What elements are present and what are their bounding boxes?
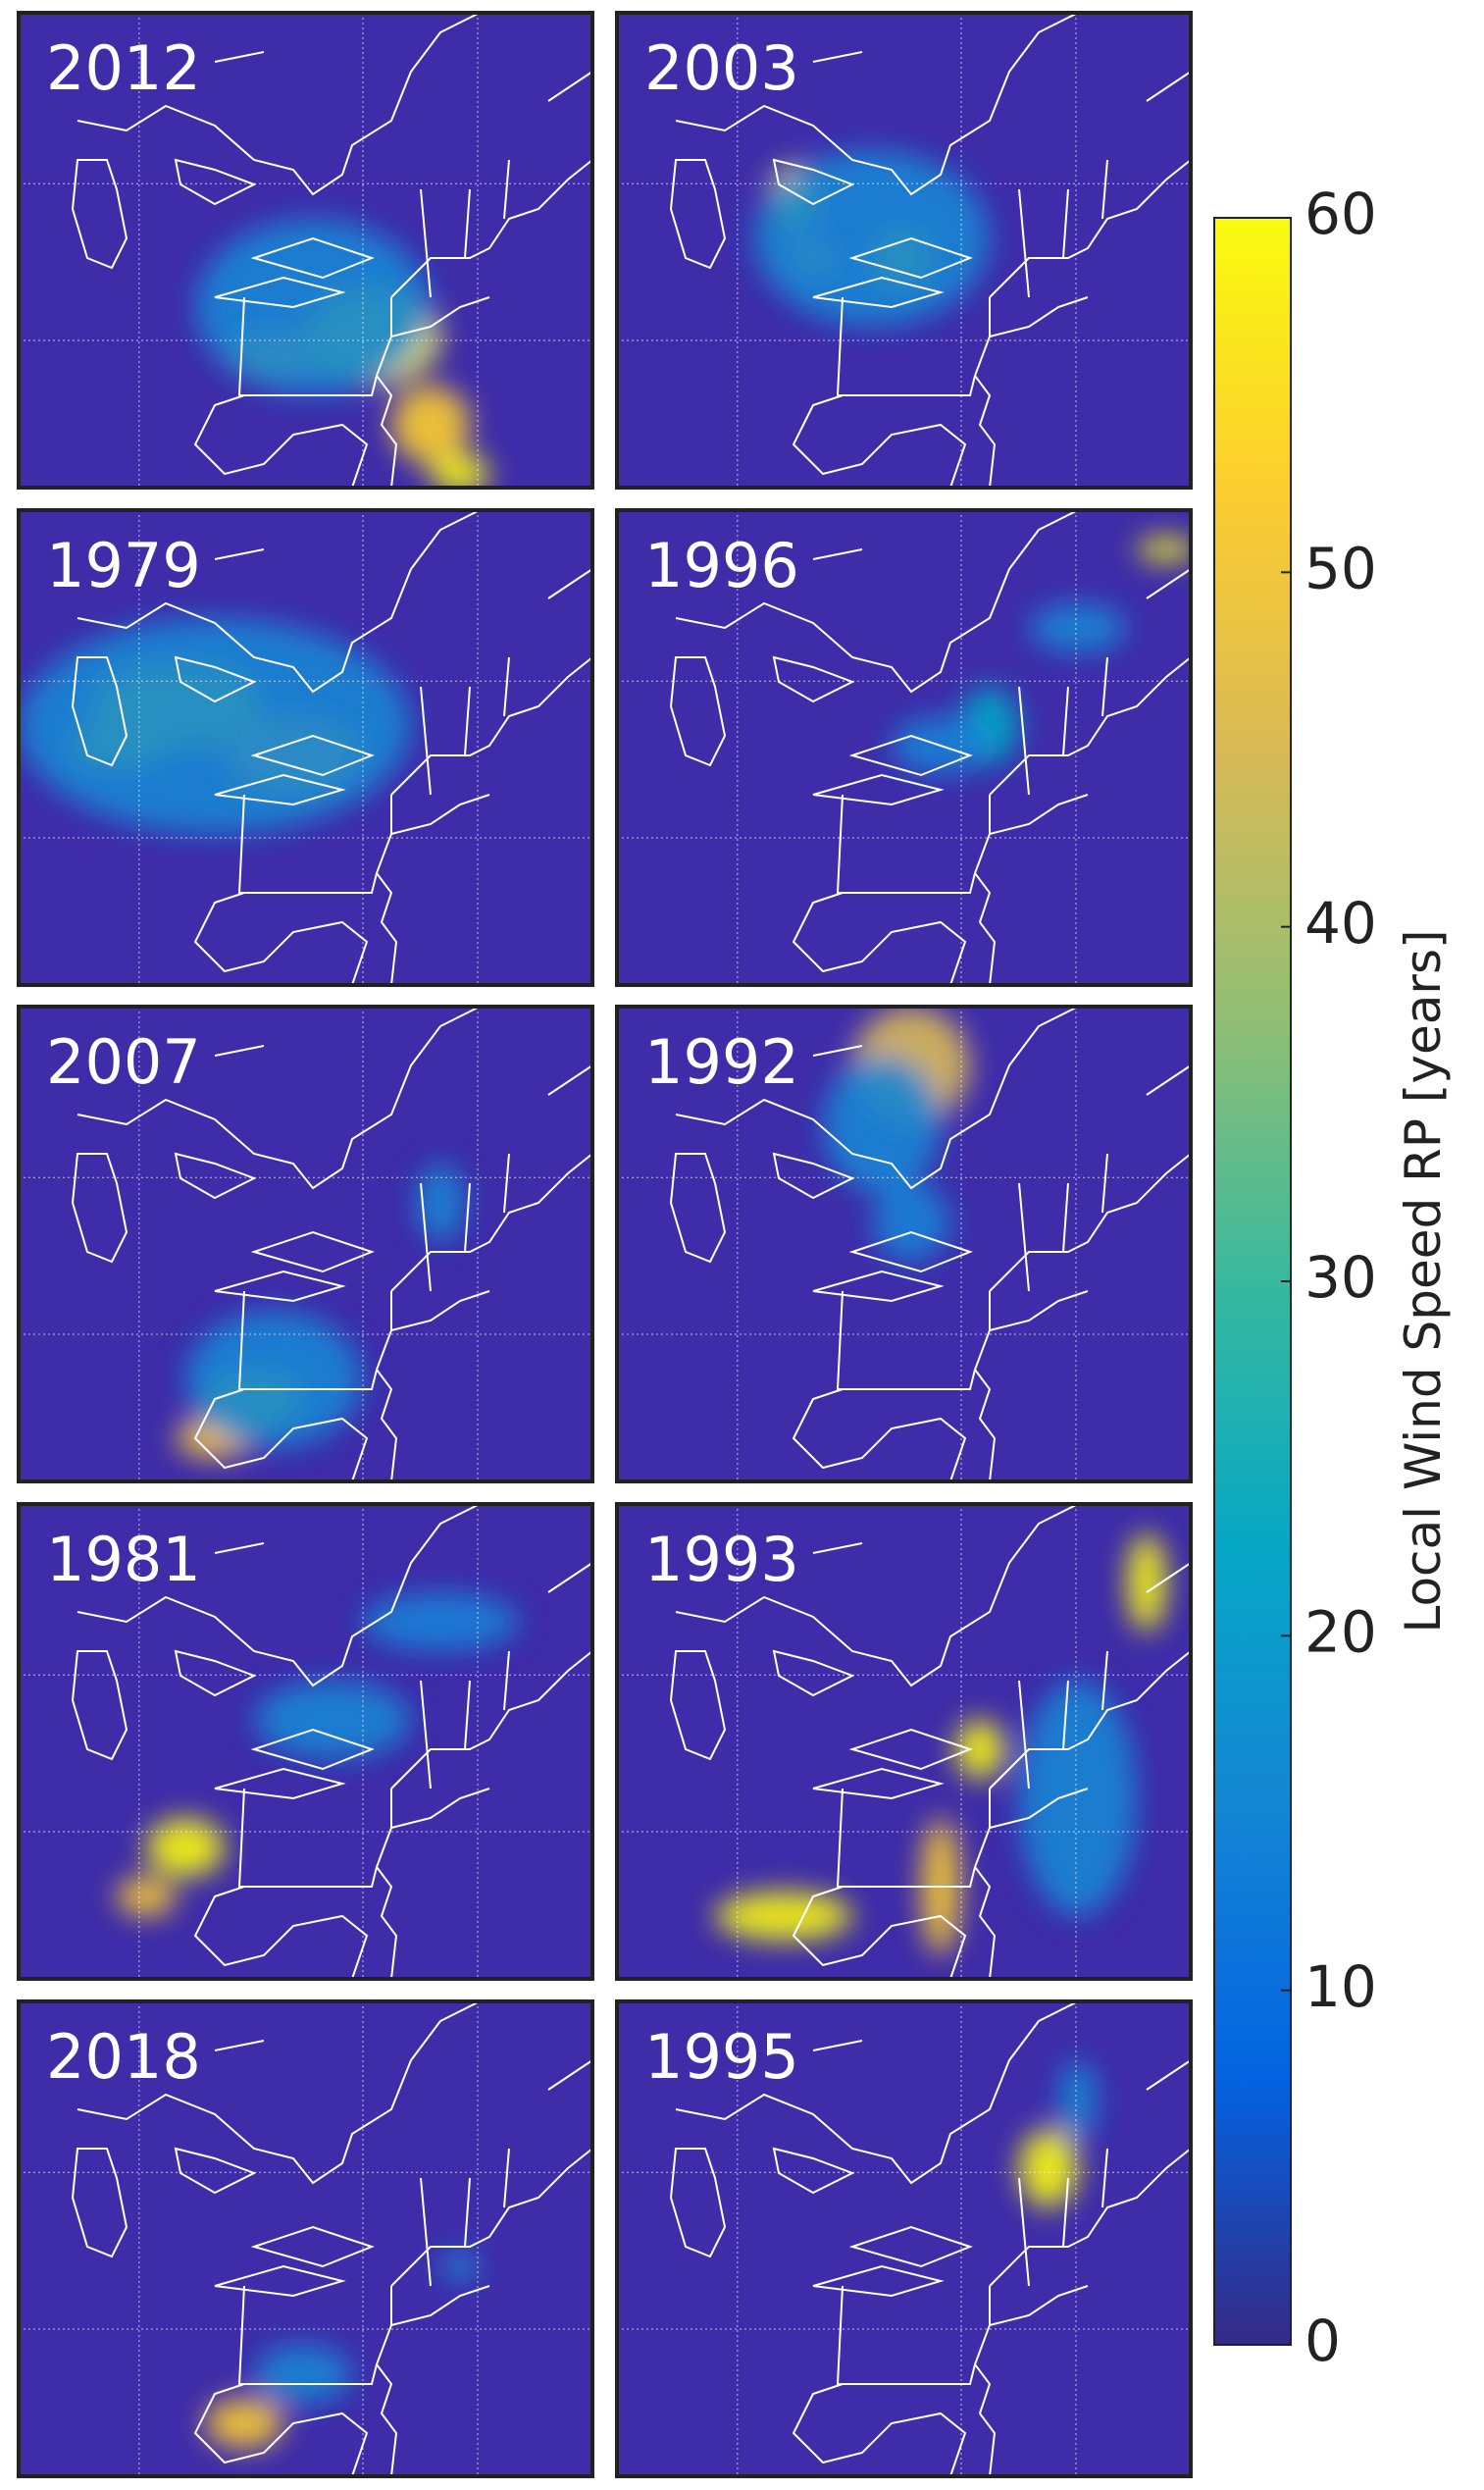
hot-spots xyxy=(754,150,990,327)
hot-spot xyxy=(1019,2129,1078,2207)
hot-spot xyxy=(440,2252,480,2281)
map-panel: 2003 xyxy=(615,11,1193,490)
colorbar-tick-label: 0 xyxy=(1305,2308,1341,2374)
panel-title: 1979 xyxy=(46,530,201,601)
hot-spots xyxy=(176,1164,465,1458)
hot-spot xyxy=(431,454,489,488)
colorbar-label: Local Wind Speed RP [years] xyxy=(1395,929,1452,1633)
hot-spot xyxy=(117,1877,176,1916)
hot-spot xyxy=(416,1164,465,1242)
map-panel: 2012 xyxy=(17,11,594,490)
panel-title: 1996 xyxy=(644,530,799,601)
panel-title: 2012 xyxy=(46,32,201,104)
hot-spot xyxy=(1019,1681,1137,1916)
panel-title: 1995 xyxy=(644,2021,799,2093)
map-panel: 1979 xyxy=(17,508,594,987)
hot-spot xyxy=(362,1592,519,1651)
hot-spot xyxy=(955,1720,1004,1779)
hot-spot xyxy=(254,1681,411,1759)
panel-frame xyxy=(615,11,1193,490)
panel-frame xyxy=(17,508,594,987)
colorbar-tick-label: 20 xyxy=(1305,1598,1377,1665)
panel-frame xyxy=(17,1999,594,2478)
panel-frame xyxy=(615,1005,1193,1483)
panel-frame xyxy=(615,508,1193,987)
hot-spots xyxy=(117,1592,519,1916)
hot-spots xyxy=(205,2252,480,2448)
panel-frame xyxy=(17,1502,594,1981)
colorbar-tick-label: 60 xyxy=(1305,181,1377,247)
panel-title: 1981 xyxy=(46,1524,201,1595)
panel-frame xyxy=(17,1005,594,1483)
map-panel: 1996 xyxy=(615,508,1193,987)
colorbar-tick-label: 50 xyxy=(1305,535,1377,601)
hot-spot xyxy=(19,618,411,834)
hot-spot xyxy=(1137,538,1191,561)
map-panel: 1993 xyxy=(615,1502,1193,1981)
colorbar-tick-label: 40 xyxy=(1305,890,1377,957)
colorbar-tick-label: 30 xyxy=(1305,1244,1377,1311)
hot-spot xyxy=(715,1892,852,1941)
colorbar xyxy=(1213,217,1292,2346)
map-panel: 1981 xyxy=(17,1502,594,1981)
hot-spot xyxy=(754,150,990,327)
hot-spot xyxy=(146,1818,225,1877)
panel-title: 2007 xyxy=(46,1026,201,1098)
hot-spots xyxy=(19,618,411,834)
hot-spot xyxy=(254,2345,352,2404)
colorbar-tick-label: 10 xyxy=(1305,1953,1377,2020)
panel-frame xyxy=(615,1999,1193,2478)
panel-title: 2018 xyxy=(46,2021,201,2093)
panel-title: 2003 xyxy=(644,32,799,104)
hot-spots xyxy=(823,1007,970,1262)
panel-frame xyxy=(17,11,594,490)
map-panel: 2007 xyxy=(17,1005,594,1483)
panel-frame xyxy=(615,1502,1193,1981)
hot-spots xyxy=(195,219,489,488)
map-panel: 1995 xyxy=(615,1999,1193,2478)
hot-spots xyxy=(715,1533,1166,1955)
map-panel: 2018 xyxy=(17,1999,594,2478)
hot-spot xyxy=(872,1183,950,1262)
hot-spot xyxy=(1058,2060,1098,2139)
hot-spot xyxy=(185,1311,362,1448)
hot-spot xyxy=(1127,1533,1166,1632)
hot-spots xyxy=(1019,2060,1098,2207)
hot-spot xyxy=(391,386,470,464)
hot-spot xyxy=(205,2399,283,2448)
panel-title: 1993 xyxy=(644,1524,799,1595)
hot-spot xyxy=(195,219,431,395)
panel-title: 1992 xyxy=(644,1026,799,1098)
map-panel: 1992 xyxy=(615,1005,1193,1483)
hot-spots xyxy=(892,538,1191,775)
hot-spot xyxy=(1029,603,1127,652)
hot-spot xyxy=(823,1056,941,1193)
